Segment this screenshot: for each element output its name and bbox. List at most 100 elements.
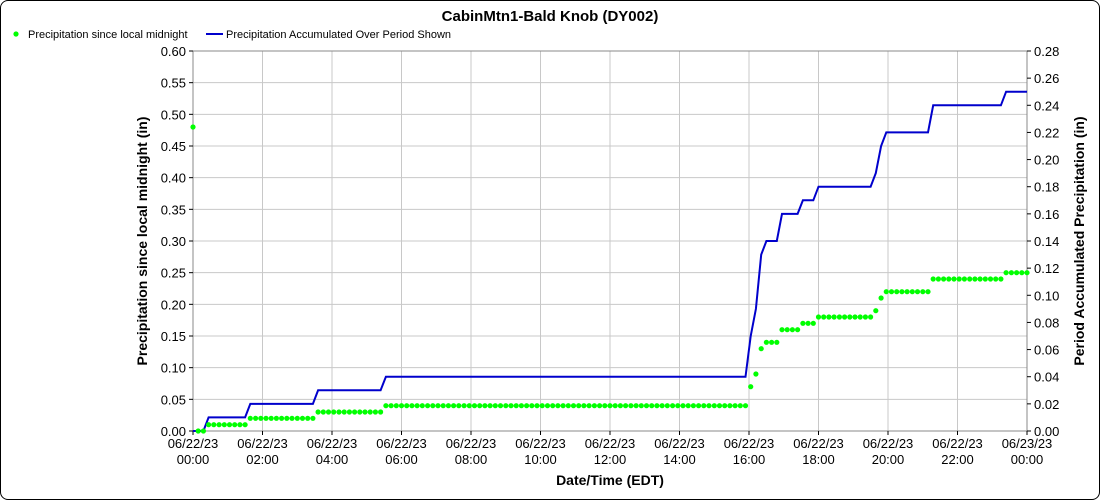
precip-since-midnight-point <box>263 415 269 421</box>
precip-since-midnight-point <box>722 403 728 409</box>
x-axis-tick-time: 16:00 <box>733 452 766 467</box>
precip-since-midnight-point <box>1014 270 1020 276</box>
series-accumulated-line <box>193 90 1027 432</box>
precip-since-midnight-point <box>477 403 483 409</box>
precip-since-midnight-point <box>346 409 352 415</box>
right-axis-title: Period Accumulated Precipitation (in) <box>1071 116 1087 365</box>
precip-since-midnight-point <box>967 276 973 282</box>
precip-since-midnight-point <box>555 403 561 409</box>
precip-since-midnight-point <box>649 403 655 409</box>
precip-since-midnight-point <box>289 415 295 421</box>
precip-since-midnight-point <box>294 415 300 421</box>
precip-since-midnight-point <box>430 403 436 409</box>
x-axis-tick-date: 06/22/23 <box>585 436 636 451</box>
x-axis: 06/22/23 00:00 06/22/23 02:00 06/22/23 04:00 0… <box>168 431 1052 467</box>
precip-since-midnight-point <box>956 276 962 282</box>
precip-since-midnight-point <box>925 289 931 295</box>
precip-since-midnight-point <box>602 403 608 409</box>
precip-since-midnight-point <box>268 415 274 421</box>
precip-since-midnight-point <box>445 403 451 409</box>
precip-since-midnight-point <box>716 403 723 409</box>
precip-since-midnight-point <box>425 403 431 409</box>
precip-since-midnight-point <box>299 415 306 421</box>
precip-since-midnight-point <box>190 124 196 130</box>
x-axis-tick-time: 10:00 <box>524 452 557 467</box>
precip-since-midnight-point <box>1008 270 1015 276</box>
right-axis-tick-label: 0.06 <box>1034 343 1059 358</box>
precip-since-midnight-point <box>961 276 968 282</box>
precip-since-midnight-point <box>352 409 358 415</box>
precip-since-midnight-point <box>497 403 504 409</box>
x-axis-tick-time: 08:00 <box>455 452 488 467</box>
precip-since-midnight-point <box>821 314 827 320</box>
right-axis-tick-label: 0.16 <box>1034 207 1059 222</box>
precip-since-midnight-point <box>612 403 618 409</box>
precip-since-midnight-point <box>581 403 587 409</box>
precip-since-midnight-point <box>279 415 285 421</box>
precip-since-midnight-point <box>779 327 785 333</box>
precip-since-midnight-point <box>904 289 910 295</box>
precip-since-midnight-point <box>570 403 577 409</box>
x-axis-tick-time: 20:00 <box>872 452 905 467</box>
precip-since-midnight-point <box>508 403 514 409</box>
right-axis-tick-label: 0.10 <box>1034 288 1059 303</box>
left-axis-tick-label: 0.60 <box>161 44 186 59</box>
precip-since-midnight-point <box>680 403 686 409</box>
precip-since-midnight-point <box>607 403 613 409</box>
left-axis-tick-label: 0.00 <box>161 424 186 439</box>
precip-since-midnight-point <box>795 327 801 333</box>
precip-since-midnight-point <box>419 403 425 409</box>
precip-since-midnight-point <box>836 314 843 320</box>
legend-line-label: Precipitation Accumulated Over Period Sh… <box>226 29 451 41</box>
x-axis-tick-time: 06:00 <box>385 452 418 467</box>
precip-since-midnight-point <box>638 403 644 409</box>
precip-since-midnight-point <box>539 403 545 409</box>
precip-since-midnight-point <box>258 415 264 421</box>
right-axis-tick-label: 0.26 <box>1034 71 1059 86</box>
precip-since-midnight-point <box>706 403 712 409</box>
precip-since-midnight-point <box>216 422 222 428</box>
series-since-midnight-points <box>190 124 1030 434</box>
precip-since-midnight-point <box>560 403 566 409</box>
precip-since-midnight-point <box>221 422 227 428</box>
precip-since-midnight-point <box>200 428 206 434</box>
precip-since-midnight-point <box>591 403 598 409</box>
precip-since-midnight-point <box>742 403 749 409</box>
x-axis-tick-time: 00:00 <box>177 452 210 467</box>
x-axis-tick-date: 06/22/23 <box>793 436 844 451</box>
precip-since-midnight-point <box>565 403 571 409</box>
precip-since-midnight-point <box>1024 270 1030 276</box>
x-axis-tick-time: 02:00 <box>246 452 279 467</box>
left-axis-tick-label: 0.45 <box>161 139 186 154</box>
precip-since-midnight-point <box>482 403 488 409</box>
precip-since-midnight-point <box>315 409 321 415</box>
precip-since-midnight-point <box>357 409 363 415</box>
precip-since-midnight-point <box>461 403 467 409</box>
x-axis-tick-time: 22:00 <box>941 452 974 467</box>
x-axis-tick-time: 04:00 <box>316 452 349 467</box>
precip-since-midnight-point <box>492 403 498 409</box>
precip-since-midnight-point <box>914 289 921 295</box>
precip-since-midnight-point <box>753 371 759 377</box>
precip-since-midnight-point <box>857 314 863 320</box>
precip-since-midnight-point <box>758 346 764 352</box>
precip-since-midnight-point <box>513 403 519 409</box>
right-axis-tick-label: 0.24 <box>1034 98 1059 113</box>
precip-since-midnight-point <box>842 314 848 320</box>
right-axis-tick-label: 0.28 <box>1034 44 1059 59</box>
precip-since-midnight-point <box>617 403 624 409</box>
x-axis-tick-date: 06/22/23 <box>724 436 775 451</box>
precip-since-midnight-point <box>435 403 441 409</box>
precip-since-midnight-point <box>643 403 650 409</box>
precip-since-midnight-point <box>654 403 660 409</box>
precip-since-midnight-point <box>888 289 895 295</box>
precip-since-midnight-point <box>524 403 530 409</box>
precip-since-midnight-point <box>451 403 457 409</box>
precip-since-midnight-point <box>633 403 639 409</box>
precip-since-midnight-point <box>670 403 676 409</box>
left-axis-tick-label: 0.40 <box>161 171 186 186</box>
left-axis: 0.00 0.05 0.10 0.15 0.20 0.25 0.30 0.35 0.40 0.45… <box>161 44 193 439</box>
precip-since-midnight-point <box>696 403 702 409</box>
chart-title: CabinMtn1-Bald Knob (DY002) <box>442 8 659 25</box>
